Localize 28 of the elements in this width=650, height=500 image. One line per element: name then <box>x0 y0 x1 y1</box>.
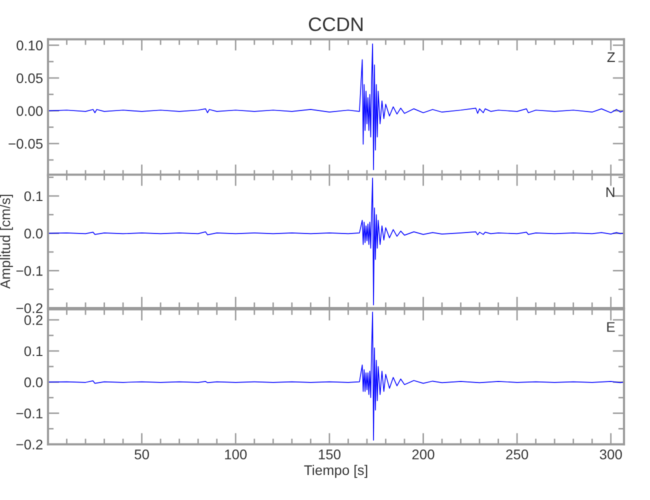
x-tick-label: 300 <box>600 450 622 460</box>
annotation: Z <box>607 52 615 62</box>
y-tick-label: 0.05 <box>16 73 43 84</box>
x-tick-label: 250 <box>506 450 528 460</box>
x-tick-label: 150 <box>318 450 340 460</box>
y-tick-label: 0.0 <box>24 228 43 238</box>
y-tick-label: −0.2 <box>16 303 42 314</box>
x-tick-label: 100 <box>225 450 247 460</box>
line-series <box>48 178 624 306</box>
y-tick-label: −0.05 <box>8 138 43 149</box>
y-tick-label: −0.1 <box>16 266 42 276</box>
y-tick-label: 0.00 <box>16 106 43 116</box>
y-tick-label: 0.0 <box>24 377 43 388</box>
y-tick-label: 0.10 <box>16 40 43 50</box>
x-tick-label: 200 <box>412 450 434 460</box>
y-tick-label: 0.1 <box>24 346 42 356</box>
annotation: E <box>607 322 615 332</box>
line-series <box>48 312 624 441</box>
x-axis-title: Tiempo [s] <box>304 464 368 478</box>
x-tick-label: 50 <box>134 450 149 460</box>
y-tick-label: 0.1 <box>24 191 42 202</box>
y-axis-title: Amplitud [cm/s] <box>0 194 13 289</box>
y-tick-label: −0.1 <box>16 408 42 418</box>
y-tick-label: 0.2 <box>24 315 42 326</box>
y-tick-label: −0.2 <box>16 440 42 450</box>
line-series <box>48 43 624 170</box>
annotation: N <box>606 187 614 197</box>
chart-title: CCDN <box>308 17 362 32</box>
